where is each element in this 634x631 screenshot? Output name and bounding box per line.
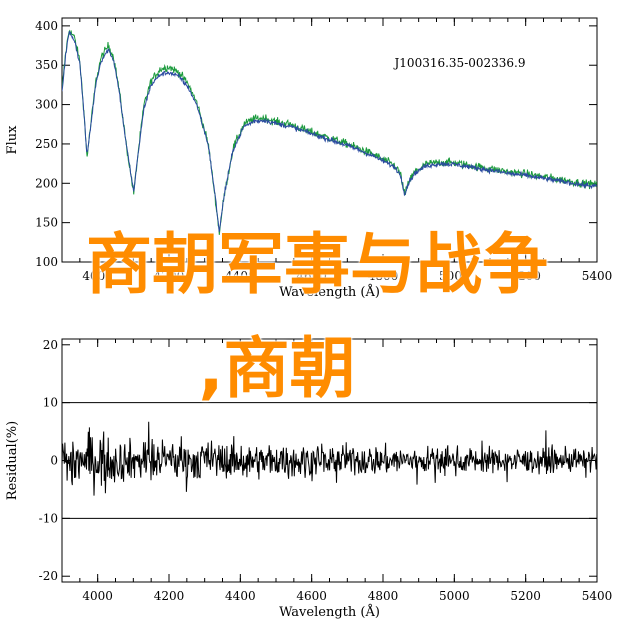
spectrum-xlabel: Wavelength (Å)	[279, 284, 380, 300]
residual-ytick-label: -10	[39, 511, 58, 525]
spectrum-annotation: J100316.35-002336.9	[392, 56, 525, 70]
spectrum-ylabel: Flux	[5, 125, 20, 155]
residual-chart: -20 -10 0 10 20 4000 4200 4400 4600 4800 5000 5200 5…	[5, 338, 612, 620]
spectrum-xtick-label: 4800	[368, 269, 399, 283]
residual-xtick-label: 4400	[225, 589, 256, 603]
residual-xtick-label: 4000	[82, 589, 113, 603]
residual-xtick-label: 5200	[510, 589, 541, 603]
residual-xtick-label: 4800	[368, 589, 399, 603]
spectrum-xtick-label: 4600	[296, 269, 327, 283]
spectrum-chart: 100 150 200 250 300 350 400 4000 4200 4400 4600 480…	[5, 17, 613, 300]
residual-xlabel: Wavelength (Å)	[279, 604, 380, 620]
spectrum-ytick-label: 250	[35, 137, 58, 151]
spectrum-xtick-label: 4200	[154, 269, 185, 283]
residual-ytick-label: 20	[43, 338, 58, 352]
spectrum-ytick-label: 350	[35, 58, 58, 72]
spectrum-xtick-label: 5200	[510, 269, 541, 283]
residual-xtick-label: 5000	[439, 589, 470, 603]
spectrum-ytick-label: 150	[35, 216, 58, 230]
residual-ylabel: Residual(%)	[5, 421, 20, 500]
residual-ytick-label: 0	[50, 454, 58, 468]
spectrum-ytick-label: 100	[35, 255, 58, 269]
spectrum-xtick-label: 5400	[582, 269, 613, 283]
spectrum-series-line-1	[62, 31, 597, 232]
spectrum-ytick-label: 200	[35, 176, 58, 190]
residual-ytick-label: -20	[39, 569, 58, 583]
residual-xtick-label: 5400	[582, 589, 613, 603]
spectrum-xtick-label: 4000	[82, 269, 113, 283]
overlay-title: 商朝军事与战争	[86, 226, 548, 303]
residual-xtick-label: 4200	[154, 589, 185, 603]
overlay-subtitle: ,商朝	[198, 330, 356, 407]
residual-series-line	[62, 421, 597, 496]
spectrum-ytick-label: 300	[35, 98, 58, 112]
residual-ytick-label: 10	[43, 396, 58, 410]
residual-xtick-label: 4600	[296, 589, 327, 603]
spectrum-ytick-label: 400	[35, 19, 58, 33]
spectrum-xtick-label: 4400	[225, 269, 256, 283]
spectrum-xtick-label: 5000	[439, 269, 470, 283]
